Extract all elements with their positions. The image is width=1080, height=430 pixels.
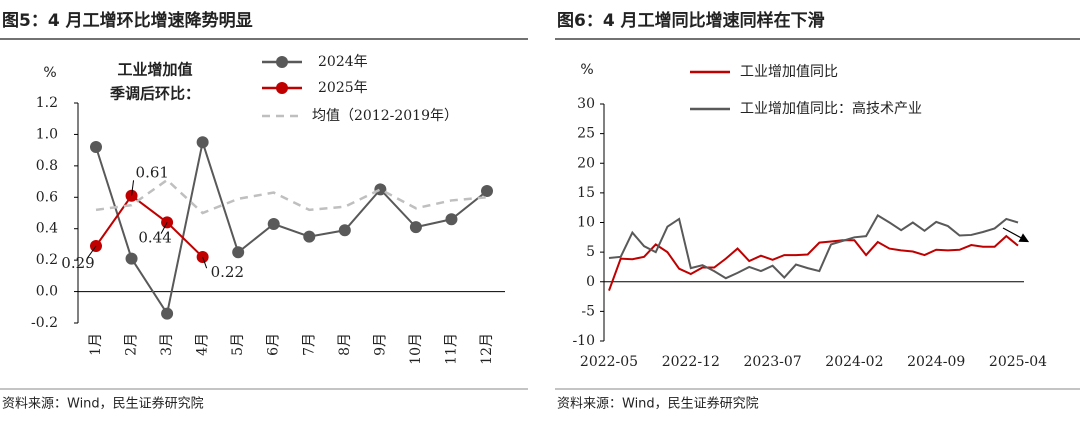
legend-label: 工业增加值同比：高技术产业 [740,100,922,117]
legend-label: 2025年 [318,80,368,96]
y-tick-label: 30 [577,96,595,112]
annotation: 季调后环比： [110,85,200,103]
x-tick-label: 4月 [195,333,211,356]
point [161,307,174,320]
x-tick-label: 6月 [266,333,282,356]
y-tick-label: 0.4 [36,221,58,237]
x-tick-label: 2023-07 [744,354,802,370]
x-tick-label: 2022-05 [580,354,638,370]
y-tick-label: 15 [577,185,595,201]
x-tick-label: 1月 [88,333,104,356]
label-leader [202,256,208,269]
x-tick-label: 2024-02 [825,354,883,370]
legend-marker [276,82,288,94]
series-line [95,178,488,215]
label-leader [131,180,135,196]
y-unit: % [43,65,56,81]
y-tick-label: 0.0 [36,284,58,300]
y-tick-label: 1.2 [36,95,58,111]
y-tick-label: 1.0 [36,126,58,142]
series-line [95,138,488,317]
point [90,141,102,153]
y-unit: % [580,62,593,78]
y-tick-label: 5 [586,244,595,260]
x-tick-label: 2月 [124,333,140,356]
series-line [608,234,1019,291]
y-tick-label: 10 [577,215,595,231]
point [232,246,245,259]
legend-label: 均值（2012-2019年） [312,108,458,124]
source: 资料来源：Wind，民生证券研究院 [2,396,204,412]
x-tick-label: 2025-04 [989,354,1047,370]
data-label: 0.61 [136,164,169,182]
legend-marker [276,56,288,68]
point [303,230,316,243]
y-tick-label: 0 [586,274,595,290]
point [125,252,138,265]
data-label: 0.22 [211,263,244,281]
chart-title: 图5：4 月工增环比增速降势明显 [2,10,253,31]
series-line [608,213,1019,280]
trend-arrow [1002,227,1030,243]
legend-label: 工业增加值同比 [740,64,838,80]
x-tick-label: 9月 [372,333,388,356]
data-label: 0.44 [138,228,171,246]
y-tick-label: 0.8 [36,158,58,174]
point [338,224,351,237]
legend-label: 2024年 [318,54,368,70]
label-leader [160,222,168,234]
chart-title: 图6：4 月工增同比增速同样在下滑 [557,10,825,31]
point [267,218,280,230]
label-leader [86,245,97,259]
y-tick-label: 20 [577,155,595,171]
x-tick-label: 2022-12 [662,354,720,370]
y-tick-label: 0.2 [36,252,58,268]
source: 资料来源：Wind，民生证券研究院 [557,396,759,412]
point [196,136,209,149]
series-line [95,194,204,258]
y-tick-label: 25 [577,126,595,142]
y-tick-label: 0.6 [36,189,58,205]
data-label: 0.29 [61,254,94,272]
x-tick-label: 7月 [301,333,317,356]
point [445,213,458,226]
point [374,183,387,196]
x-tick-label: 11月 [443,333,459,365]
x-tick-label: 12月 [479,333,495,365]
y-tick-label: -0.2 [31,315,58,331]
x-tick-label: 2024-09 [907,354,965,370]
y-tick-label: -5 [581,303,595,319]
annotation: 工业增加值 [117,61,192,79]
x-tick-label: 5月 [230,333,246,356]
point [409,221,422,234]
x-tick-label: 10月 [408,333,424,365]
x-tick-label: 3月 [159,333,175,356]
point [481,185,493,197]
y-tick-label: -10 [572,333,595,349]
x-tick-label: 8月 [337,333,353,356]
